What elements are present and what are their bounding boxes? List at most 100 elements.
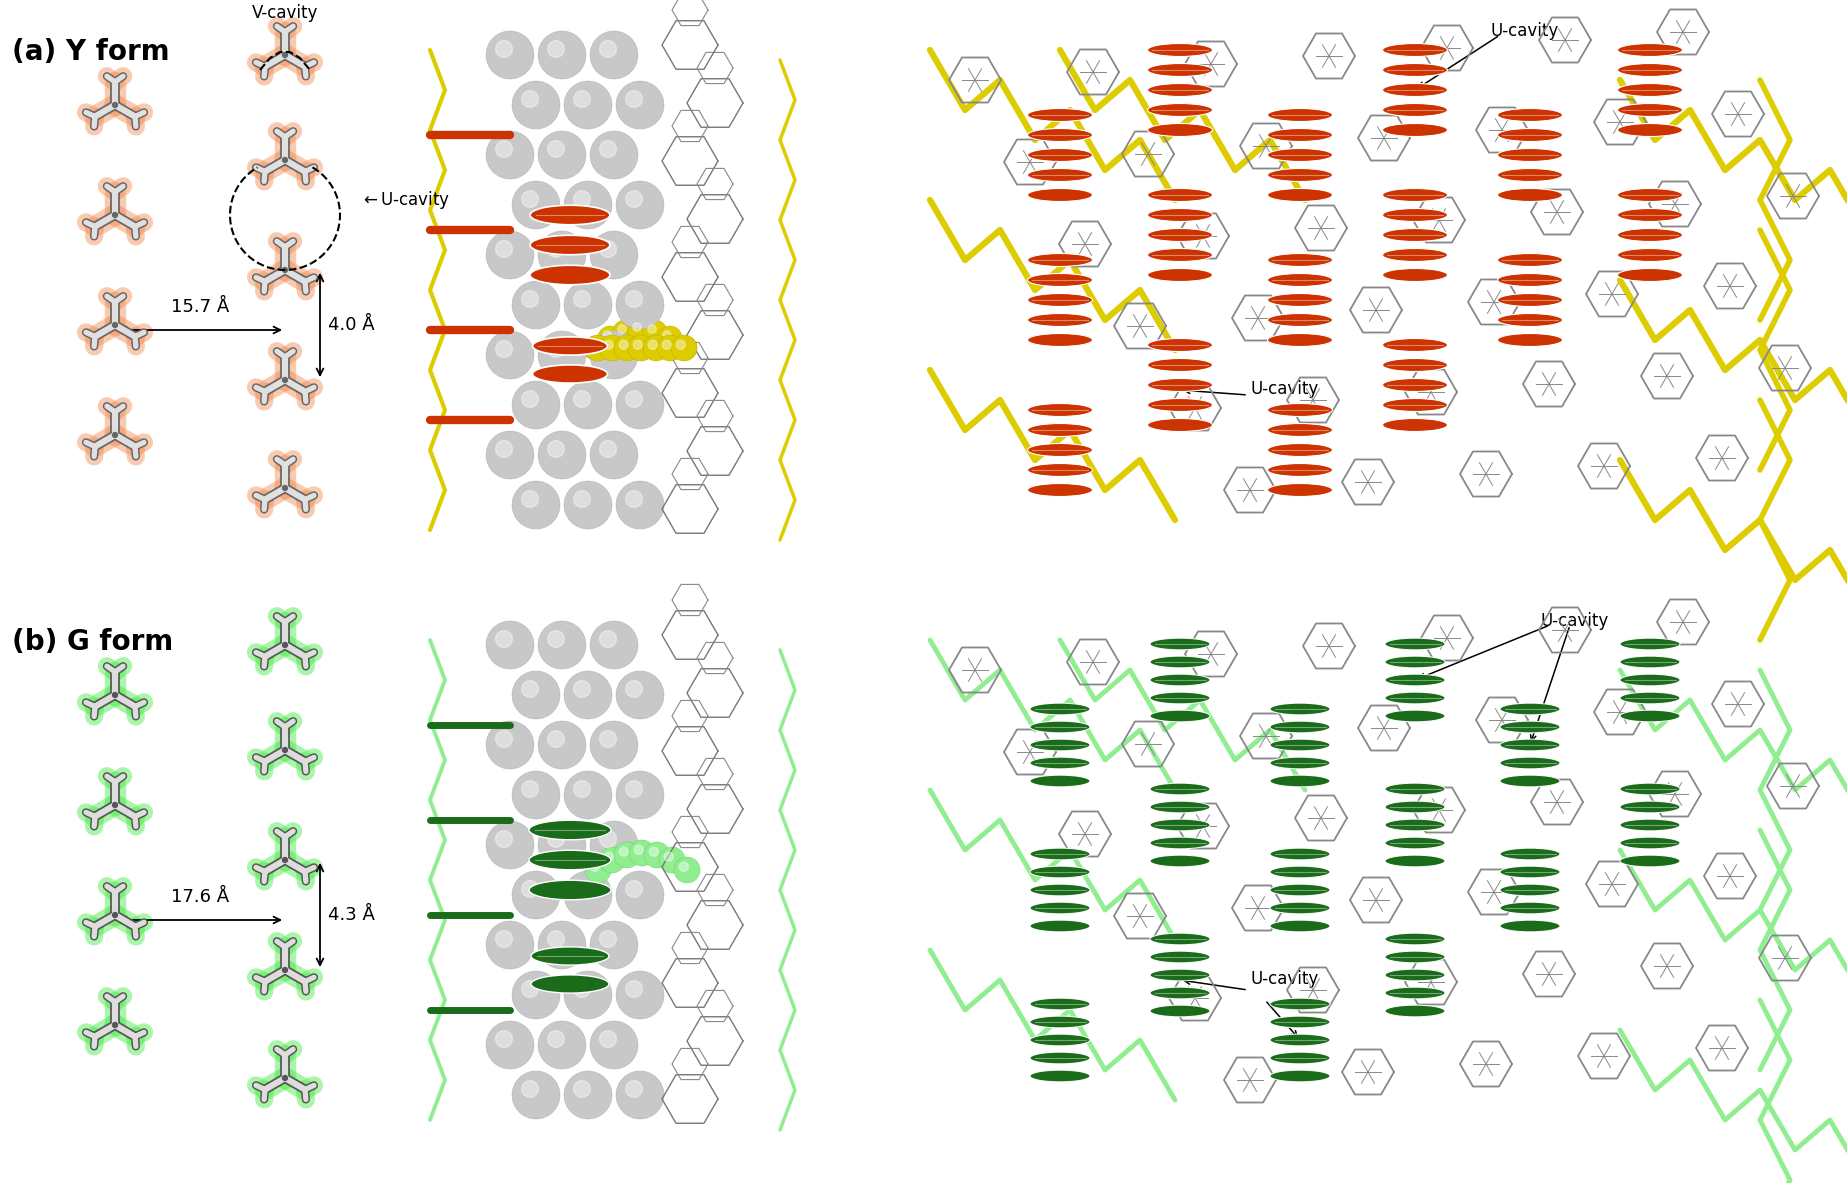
Circle shape: [521, 1080, 537, 1098]
Ellipse shape: [1147, 338, 1212, 351]
Ellipse shape: [1385, 987, 1444, 998]
Ellipse shape: [1267, 313, 1332, 327]
Circle shape: [598, 335, 624, 361]
Circle shape: [600, 240, 617, 258]
Circle shape: [589, 821, 637, 870]
Ellipse shape: [1267, 129, 1332, 142]
Ellipse shape: [1267, 444, 1332, 457]
Ellipse shape: [1027, 168, 1092, 181]
Ellipse shape: [1147, 248, 1212, 261]
Circle shape: [283, 267, 288, 272]
Ellipse shape: [1618, 44, 1683, 57]
Circle shape: [600, 141, 617, 157]
Ellipse shape: [1151, 638, 1210, 649]
Ellipse shape: [1498, 253, 1563, 266]
Circle shape: [521, 491, 537, 508]
Ellipse shape: [1385, 638, 1444, 649]
Ellipse shape: [1151, 801, 1210, 813]
Text: (b) G form: (b) G form: [11, 628, 174, 657]
Ellipse shape: [1147, 228, 1212, 241]
Ellipse shape: [1027, 313, 1092, 327]
Circle shape: [626, 91, 643, 108]
Circle shape: [537, 720, 585, 769]
Ellipse shape: [1151, 710, 1210, 722]
Circle shape: [279, 154, 292, 166]
Ellipse shape: [1618, 208, 1683, 221]
Ellipse shape: [1498, 273, 1563, 286]
Circle shape: [486, 131, 534, 179]
Circle shape: [512, 971, 560, 1019]
Circle shape: [563, 871, 611, 919]
Circle shape: [600, 1030, 617, 1047]
Ellipse shape: [1147, 379, 1212, 392]
Ellipse shape: [1271, 1071, 1330, 1081]
Ellipse shape: [1031, 1016, 1090, 1028]
Ellipse shape: [1147, 208, 1212, 221]
Circle shape: [279, 639, 292, 651]
Circle shape: [617, 481, 665, 529]
Circle shape: [665, 852, 674, 861]
Circle shape: [619, 341, 628, 349]
Circle shape: [574, 291, 591, 308]
Circle shape: [512, 671, 560, 719]
Ellipse shape: [1151, 783, 1210, 795]
Circle shape: [283, 642, 288, 647]
Circle shape: [613, 842, 641, 868]
Circle shape: [547, 141, 565, 157]
Circle shape: [113, 213, 118, 218]
Circle shape: [113, 912, 118, 918]
Circle shape: [521, 190, 537, 207]
Ellipse shape: [1267, 273, 1332, 286]
Text: U-cavity: U-cavity: [1540, 612, 1609, 631]
Circle shape: [486, 1021, 534, 1069]
Circle shape: [626, 680, 643, 698]
Ellipse shape: [528, 880, 611, 900]
Ellipse shape: [1031, 703, 1090, 715]
Circle shape: [574, 190, 591, 207]
Circle shape: [495, 141, 512, 157]
Circle shape: [547, 731, 565, 748]
Ellipse shape: [1500, 848, 1561, 860]
Ellipse shape: [1383, 188, 1448, 201]
Ellipse shape: [1383, 64, 1448, 77]
Circle shape: [279, 964, 292, 976]
Circle shape: [626, 291, 643, 308]
Ellipse shape: [1147, 269, 1212, 282]
Circle shape: [537, 131, 585, 179]
Ellipse shape: [1147, 419, 1212, 432]
Circle shape: [584, 336, 608, 360]
Ellipse shape: [1271, 703, 1330, 715]
Circle shape: [617, 181, 665, 230]
Circle shape: [495, 931, 512, 948]
Circle shape: [563, 282, 611, 329]
Ellipse shape: [1027, 109, 1092, 122]
Ellipse shape: [1027, 129, 1092, 142]
Ellipse shape: [1385, 674, 1444, 686]
Ellipse shape: [1031, 998, 1090, 1010]
Ellipse shape: [1498, 149, 1563, 162]
Ellipse shape: [1271, 1052, 1330, 1064]
Ellipse shape: [1383, 44, 1448, 57]
Ellipse shape: [1383, 358, 1448, 371]
Circle shape: [279, 49, 292, 62]
Ellipse shape: [1500, 739, 1561, 751]
Circle shape: [634, 341, 643, 349]
Ellipse shape: [1500, 920, 1561, 932]
Circle shape: [589, 1021, 637, 1069]
Ellipse shape: [532, 364, 608, 383]
Circle shape: [495, 1030, 512, 1047]
Ellipse shape: [1147, 84, 1212, 97]
Ellipse shape: [1147, 358, 1212, 371]
Ellipse shape: [1271, 775, 1330, 787]
Circle shape: [600, 440, 617, 458]
Ellipse shape: [1618, 123, 1683, 136]
Ellipse shape: [1620, 855, 1681, 867]
Circle shape: [626, 190, 643, 207]
Circle shape: [600, 830, 617, 847]
Circle shape: [589, 621, 637, 670]
Ellipse shape: [1500, 703, 1561, 715]
Ellipse shape: [1383, 248, 1448, 261]
Ellipse shape: [528, 851, 611, 870]
Circle shape: [512, 181, 560, 230]
Circle shape: [279, 1072, 292, 1084]
